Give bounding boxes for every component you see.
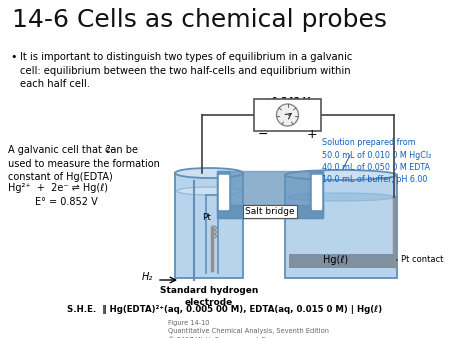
Bar [310, 171, 323, 211]
FancyBboxPatch shape [175, 173, 243, 278]
Text: Hg²⁺  +  2e⁻ ⇌ Hg(ℓ): Hg²⁺ + 2e⁻ ⇌ Hg(ℓ) [8, 183, 108, 193]
Bar [217, 204, 323, 217]
Bar [312, 175, 321, 209]
Text: Pt contact: Pt contact [401, 256, 443, 265]
Bar [217, 171, 230, 211]
Ellipse shape [287, 193, 395, 201]
Text: S.H.E.  ‖ Hg(EDTA)²⁺(aq, 0.005 00 M), EDTA(aq, 0.015 0 M) | Hg(ℓ): S.H.E. ‖ Hg(EDTA)²⁺(aq, 0.005 00 M), EDT… [68, 305, 382, 314]
Ellipse shape [177, 187, 241, 195]
Text: •: • [10, 52, 17, 62]
FancyBboxPatch shape [289, 254, 393, 268]
Text: H₂: H₂ [141, 272, 153, 282]
Text: 2−: 2− [105, 145, 116, 154]
Text: E° = 0.852 V: E° = 0.852 V [35, 197, 98, 207]
Text: Hg(ℓ): Hg(ℓ) [323, 255, 348, 265]
FancyBboxPatch shape [285, 175, 397, 278]
Text: Standard hydrogen
electrode: Standard hydrogen electrode [160, 286, 258, 307]
Text: +0.342 V: +0.342 V [265, 97, 310, 106]
Text: It is important to distinguish two types of equilibrium in a galvanic
cell: equi: It is important to distinguish two types… [20, 52, 352, 89]
Text: Salt bridge: Salt bridge [245, 207, 295, 216]
Bar [220, 175, 229, 209]
Text: Figure 14-10
Quantitative Chemical Analysis, Seventh Edition
© 2007 W. H. Freema: Figure 14-10 Quantitative Chemical Analy… [168, 320, 329, 338]
FancyBboxPatch shape [254, 99, 321, 131]
Ellipse shape [175, 168, 243, 178]
Text: +: + [306, 128, 317, 141]
Polygon shape [217, 171, 324, 218]
Text: A galvanic cell that can be
used to measure the formation
constant of Hg(EDTA): A galvanic cell that can be used to meas… [8, 145, 160, 182]
Text: −: − [258, 128, 269, 141]
Circle shape [276, 104, 298, 126]
Text: Solution prepared from
50.0 mL of 0.010 0 M HgCl₂
40.0 mL of 0.050 0 M EDTA
10.0: Solution prepared from 50.0 mL of 0.010 … [322, 138, 432, 185]
Text: 14-6 Cells as chemical probes: 14-6 Cells as chemical probes [12, 8, 387, 32]
Text: Pt: Pt [202, 214, 211, 222]
Ellipse shape [285, 170, 397, 180]
